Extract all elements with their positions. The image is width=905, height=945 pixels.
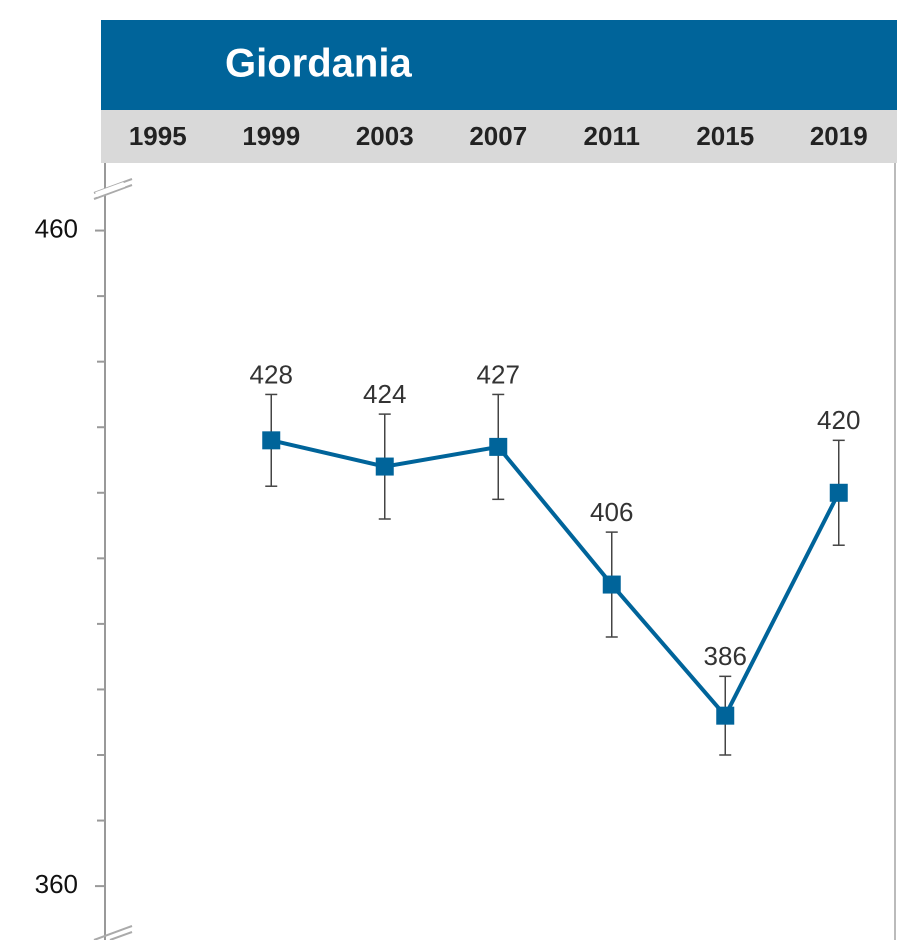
- point-marker: [262, 431, 281, 450]
- series-line: [270, 438, 841, 720]
- data-label: 428: [250, 359, 293, 389]
- point-marker: [829, 483, 848, 502]
- point-marker: [489, 437, 508, 456]
- x-tick-label: 2015: [696, 121, 754, 151]
- point-marker: [716, 706, 735, 725]
- data-label: 427: [477, 359, 520, 389]
- chart-title: Giordania: [225, 42, 412, 86]
- point-marker: [375, 457, 394, 476]
- x-tick-label: 1995: [129, 121, 187, 151]
- x-tick-label: 2019: [810, 121, 868, 151]
- x-tick-label: 2003: [356, 121, 414, 151]
- data-label: 420: [817, 405, 860, 435]
- data-label: 386: [704, 641, 747, 671]
- data-label: 406: [590, 497, 633, 527]
- x-tick-label: 2007: [469, 121, 527, 151]
- category-band: [101, 110, 897, 163]
- axis-break: [93, 178, 133, 200]
- y-tick-label: 460: [35, 213, 78, 243]
- x-tick-label: 2011: [584, 121, 640, 151]
- axis-break: [93, 925, 133, 941]
- x-tick-label: 1999: [242, 121, 300, 151]
- y-tick-label: 360: [35, 869, 78, 899]
- title-band: [101, 20, 897, 110]
- data-label: 424: [363, 379, 406, 409]
- point-marker: [602, 575, 621, 594]
